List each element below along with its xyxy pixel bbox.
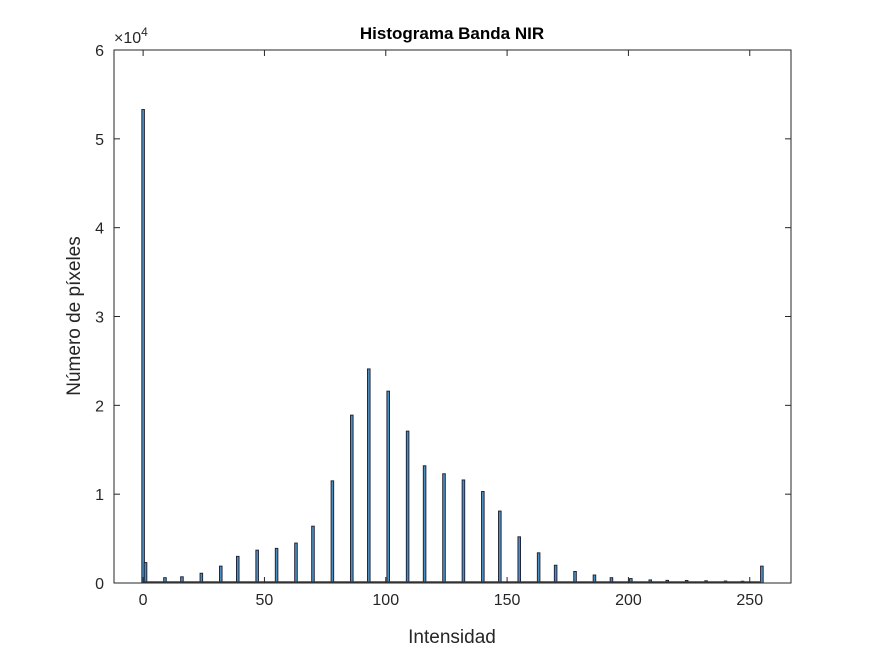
histogram-bar	[141, 109, 145, 584]
histogram-bar	[517, 536, 521, 584]
histogram-bar	[760, 565, 764, 584]
histogram-bar	[143, 562, 148, 584]
y-tick-label: 1	[95, 487, 104, 504]
x-axis-label: Intensidad	[408, 627, 496, 648]
histogram-bar	[386, 390, 390, 584]
y-exponent-base: ×10	[114, 30, 141, 47]
x-tick-label: 50	[256, 592, 274, 609]
y-tick-label: 3	[95, 310, 104, 327]
bars-group	[141, 109, 764, 584]
y-tick-label: 0	[95, 576, 104, 593]
histogram-bar	[405, 430, 410, 584]
histogram-bar	[442, 473, 446, 584]
x-ticks-group: 0 50 100 150 200 250	[139, 50, 763, 609]
histogram-bar	[461, 479, 466, 584]
plot-area	[114, 50, 791, 583]
chart-title: Histograma Banda NIR	[360, 24, 544, 43]
x-tick-label: 250	[736, 592, 763, 609]
y-axis-label: Número de píxeles	[64, 236, 85, 395]
histogram-bar	[367, 368, 371, 584]
histogram-bar	[350, 414, 354, 584]
histogram-bar	[255, 549, 259, 584]
y-ticks-group: 0 1 2 3 4 5 6	[95, 43, 791, 593]
histogram-bar	[311, 525, 315, 584]
histogram-bar	[330, 480, 335, 584]
x-tick-label: 100	[372, 592, 399, 609]
histogram-bar	[274, 547, 279, 584]
histogram-bar	[294, 542, 298, 584]
histogram-bar	[536, 552, 541, 584]
histogram-bar	[422, 465, 427, 584]
y-exponent-label: ×104	[114, 25, 148, 47]
histogram-bar	[219, 565, 223, 584]
x-tick-label: 150	[494, 592, 521, 609]
x-tick-label: 0	[139, 592, 148, 609]
histogram-bar	[553, 564, 558, 584]
histogram-bar	[235, 555, 240, 584]
y-tick-label: 2	[95, 398, 104, 415]
y-tick-label: 6	[95, 43, 104, 60]
y-tick-label: 5	[95, 132, 104, 149]
y-exponent-power: 4	[141, 25, 148, 39]
histogram-bar	[498, 510, 502, 584]
y-tick-label: 4	[95, 221, 104, 238]
x-tick-label: 200	[615, 592, 642, 609]
histogram-bar	[481, 491, 485, 584]
